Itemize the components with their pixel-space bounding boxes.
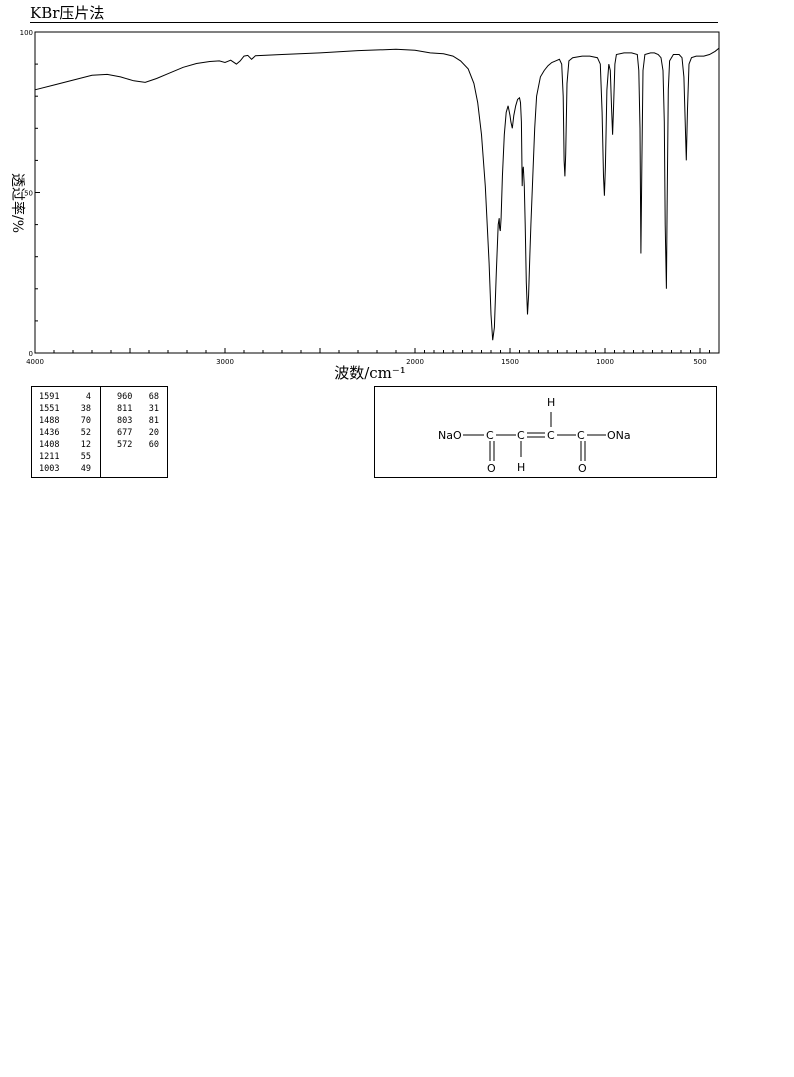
atom-carbon: C	[547, 429, 555, 442]
peak-transmittance: 70	[80, 416, 91, 426]
peak-wavenumber: 1408	[39, 440, 60, 450]
peak-row: 811 31	[117, 403, 159, 415]
x-tick-label: 3000	[216, 358, 234, 366]
atom-nao: NaO	[438, 429, 462, 442]
peak-transmittance: 12	[80, 440, 91, 450]
peak-transmittance: 49	[80, 464, 91, 474]
peak-transmittance: 81	[148, 416, 159, 426]
peak-row: 1551 38	[39, 403, 91, 415]
peak-row: 572 60	[117, 439, 159, 451]
axis-tick-labels: 4000 3000 2000 1500 1000 500 0 50 100	[20, 29, 707, 366]
peak-wavenumber: 1211	[39, 452, 60, 462]
peak-transmittance: 60	[148, 440, 159, 450]
method-title: KBr压片法	[30, 4, 105, 22]
peak-wavenumber: 803	[117, 416, 133, 426]
atom-carbon: C	[517, 429, 525, 442]
peak-row: 1408 12	[39, 439, 91, 451]
peak-column-right: 960 68 811 31 803 81 677 20 572 60	[117, 391, 159, 451]
peak-wavenumber: 572	[117, 440, 133, 450]
peak-row: 960 68	[117, 391, 159, 403]
peak-row: 677 20	[117, 427, 159, 439]
peak-row: 1591 4	[39, 391, 91, 403]
structure-box: NaO C O C H C H C O ONa	[374, 386, 717, 478]
peak-table: 1591 4 1551 38 1488 70 1436 52 1408 12 1211 55…	[31, 386, 168, 478]
y-axis-label: 透过率/%	[9, 173, 26, 233]
peak-wavenumber: 1488	[39, 416, 60, 426]
atom-ona: ONa	[607, 429, 631, 442]
atom-hydrogen: H	[547, 396, 555, 409]
x-tick-label: 2000	[406, 358, 424, 366]
peak-row: 803 81	[117, 415, 159, 427]
y-tick-label: 100	[20, 29, 33, 37]
structure-diagram: NaO C O C H C H C O ONa	[438, 396, 631, 475]
x-tick-label: 4000	[26, 358, 44, 366]
atom-oxygen: O	[578, 462, 587, 475]
peak-table-divider	[100, 387, 101, 477]
atom-carbon: C	[577, 429, 585, 442]
atom-oxygen: O	[487, 462, 496, 475]
series-line	[34, 47, 720, 341]
peak-wavenumber: 677	[117, 428, 133, 438]
atom-hydrogen: H	[517, 461, 525, 474]
peak-wavenumber: 1003	[39, 464, 60, 474]
peak-transmittance: 68	[148, 392, 159, 402]
peak-wavenumber: 1551	[39, 404, 60, 414]
peak-row: 1436 52	[39, 427, 91, 439]
x-tick-label: 500	[693, 358, 706, 366]
peak-transmittance: 38	[80, 404, 91, 414]
peak-row: 1488 70	[39, 415, 91, 427]
peak-wavenumber: 811	[117, 404, 133, 414]
peak-column-left: 1591 4 1551 38 1488 70 1436 52 1408 12 1211 55…	[39, 391, 91, 475]
x-axis-label: 波数/cm⁻¹	[334, 364, 406, 382]
peak-wavenumber: 960	[117, 392, 133, 402]
peak-transmittance: 4	[85, 392, 91, 402]
y-tick-label: 50	[24, 190, 33, 198]
x-tick-label: 1000	[596, 358, 614, 366]
peak-row: 1211 55	[39, 451, 91, 463]
peak-transmittance: 20	[148, 428, 159, 438]
y-tick-label: 0	[29, 350, 33, 358]
axis-ticks	[34, 31, 720, 354]
ir-spectrum-chart: 4000 3000 2000 1500 1000 500 0 50 100 波数/cm⁻¹ 透过…	[9, 29, 720, 382]
peak-wavenumber: 1436	[39, 428, 60, 438]
x-tick-label: 1500	[501, 358, 519, 366]
peak-wavenumber: 1591	[39, 392, 60, 402]
peak-transmittance: 31	[148, 404, 159, 414]
peak-row: 1003 49	[39, 463, 91, 475]
plot-frame	[34, 31, 720, 354]
peak-transmittance: 55	[80, 452, 91, 462]
peak-transmittance: 52	[80, 428, 91, 438]
atom-carbon: C	[486, 429, 494, 442]
title-rule	[30, 22, 718, 23]
